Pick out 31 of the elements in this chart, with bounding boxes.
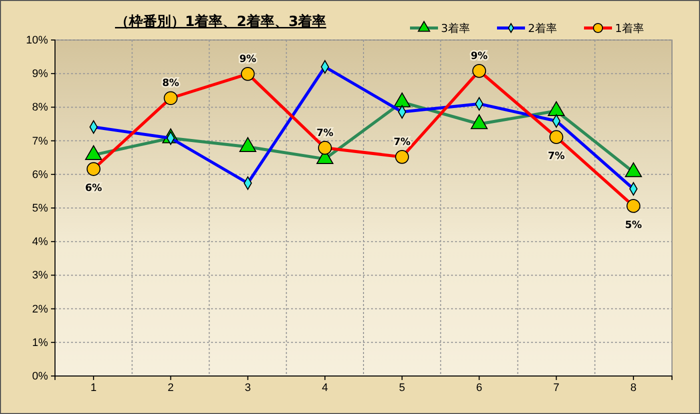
data-label: 6% bbox=[85, 183, 102, 194]
legend-label: 1着率 bbox=[615, 22, 644, 35]
chart-title: （枠番別）1着率、2着率、3着率 bbox=[115, 13, 326, 30]
data-label: 8% bbox=[162, 78, 180, 90]
x-tick-label: 7 bbox=[553, 382, 560, 394]
y-tick-label: 8% bbox=[32, 102, 48, 114]
y-tick-label: 7% bbox=[32, 135, 48, 148]
x-tick-label: 8 bbox=[630, 382, 636, 394]
data-label: 7% bbox=[316, 128, 334, 139]
data-label: 7% bbox=[548, 151, 565, 162]
y-tick-label: 6% bbox=[32, 168, 48, 181]
y-tick-label: 2% bbox=[32, 303, 48, 316]
data-label: 9% bbox=[239, 54, 256, 65]
y-tick-label: 10% bbox=[26, 34, 48, 47]
y-tick-label: 4% bbox=[32, 236, 48, 248]
x-tick-label: 5 bbox=[399, 382, 406, 394]
y-tick-label: 5% bbox=[32, 202, 48, 215]
data-label: 7% bbox=[394, 136, 411, 148]
x-tick-label: 6 bbox=[476, 382, 482, 394]
data-label: 5% bbox=[624, 220, 642, 231]
x-tick-label: 3 bbox=[244, 382, 251, 394]
legend-label: 3着率 bbox=[441, 22, 470, 35]
x-tick-label: 1 bbox=[90, 382, 97, 394]
y-tick-label: 9% bbox=[32, 68, 48, 80]
y-tick-label: 3% bbox=[32, 270, 48, 282]
x-tick-label: 2 bbox=[168, 382, 174, 394]
y-tick-label: 1% bbox=[32, 336, 48, 349]
y-tick-label: 0% bbox=[32, 370, 48, 383]
legend-label: 2着率 bbox=[528, 22, 557, 35]
data-label: 9% bbox=[470, 50, 488, 62]
x-tick-label: 4 bbox=[322, 382, 328, 394]
